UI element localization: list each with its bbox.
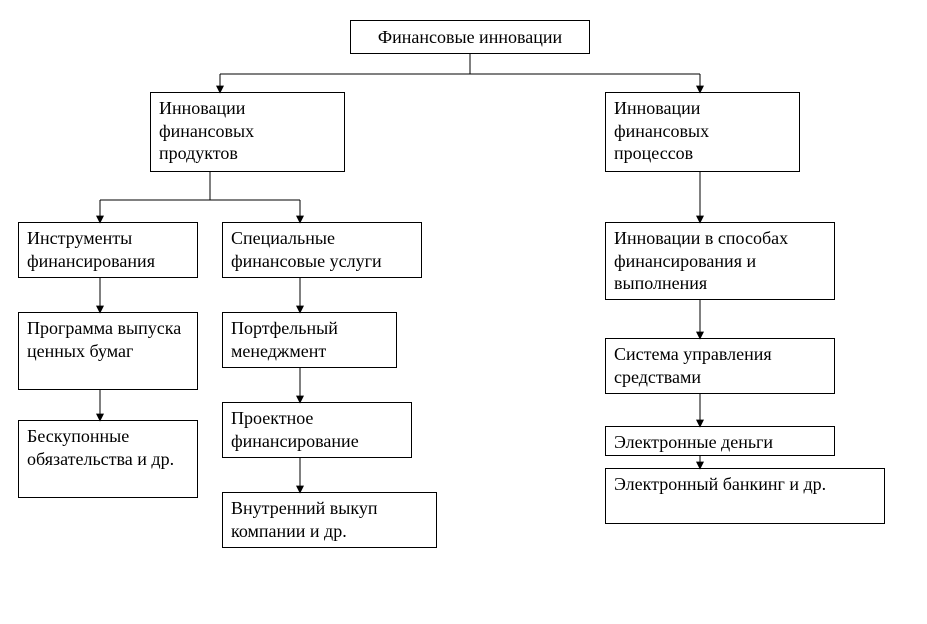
node-proc: Инновации финансовых процессов bbox=[605, 92, 800, 172]
node-label: Внутренний выкуп компании и др. bbox=[231, 497, 428, 542]
node-port: Портфельный менеджмент bbox=[222, 312, 397, 368]
node-label: Инструменты финансирования bbox=[27, 227, 189, 272]
node-label: Финансовые инновации bbox=[378, 26, 562, 49]
node-innov: Инновации в способах финансирования и вы… bbox=[605, 222, 835, 300]
node-proj: Проектное финансирование bbox=[222, 402, 412, 458]
edge-connector bbox=[220, 54, 470, 74]
node-label: Программа выпуска ценных бумаг bbox=[27, 317, 189, 362]
node-label: Электронные деньги bbox=[614, 431, 773, 454]
edge-connector bbox=[100, 172, 210, 200]
node-label: Инновации финансовых процессов bbox=[614, 97, 791, 165]
node-vyk: Внутренний выкуп компании и др. bbox=[222, 492, 437, 548]
node-besk: Бескупонные обязательства и др. bbox=[18, 420, 198, 498]
node-spec: Специальные финансовые услуги bbox=[222, 222, 422, 278]
node-sys: Система управления средствами bbox=[605, 338, 835, 394]
node-label: Проектное финансирование bbox=[231, 407, 403, 452]
node-label: Инновации в способах финансирования и вы… bbox=[614, 227, 826, 295]
node-emoney: Электронные деньги bbox=[605, 426, 835, 456]
node-prod: Инновации финансовых продуктов bbox=[150, 92, 345, 172]
node-ebank: Электронный банкинг и др. bbox=[605, 468, 885, 524]
node-label: Система управления средствами bbox=[614, 343, 826, 388]
node-label: Специальные финансовые услуги bbox=[231, 227, 413, 272]
node-prog: Программа выпуска ценных бумаг bbox=[18, 312, 198, 390]
edge-connector bbox=[210, 172, 300, 200]
node-label: Инновации финансовых продуктов bbox=[159, 97, 336, 165]
edge-connector bbox=[470, 54, 700, 74]
node-label: Портфельный менеджмент bbox=[231, 317, 388, 362]
node-label: Бескупонные обязательства и др. bbox=[27, 425, 189, 470]
node-label: Электронный банкинг и др. bbox=[614, 473, 826, 496]
node-instr: Инструменты финансирования bbox=[18, 222, 198, 278]
node-root: Финансовые инновации bbox=[350, 20, 590, 54]
